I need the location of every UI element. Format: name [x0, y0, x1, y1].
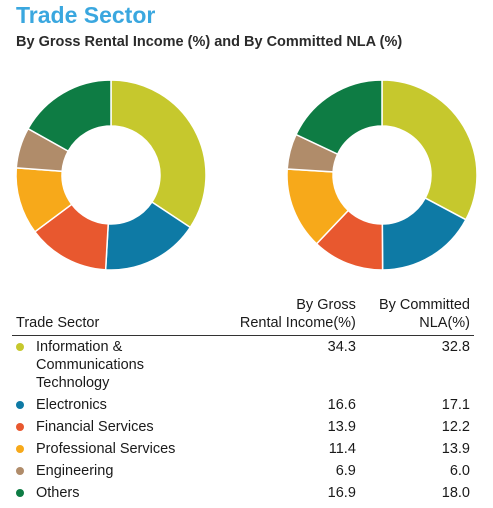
- donut-committed-nla: [286, 79, 478, 271]
- gross-rental-income-value: 16.6: [327, 397, 356, 413]
- donut-gross-rental-income: [15, 79, 207, 271]
- table-header-row: Trade Sector By Gross Rental Income(%) B…: [12, 296, 474, 336]
- gross-rental-income-value: 13.9: [327, 419, 356, 435]
- page-title: Trade Sector: [16, 2, 156, 28]
- table-row: Professional Services 11.4 13.9: [12, 438, 474, 460]
- table-row: Financial Services 13.9 12.2: [12, 416, 474, 438]
- sector-cell: Electronics: [12, 394, 217, 416]
- header-gross-line1: By Gross: [296, 297, 356, 313]
- page-subtitle: By Gross Rental Income (%) and By Commit…: [16, 34, 403, 50]
- committed-nla-value: 18.0: [441, 485, 470, 501]
- sector-name: Financial Services: [36, 419, 154, 435]
- sector-name: Others: [36, 485, 80, 501]
- donut-slice: [110, 79, 207, 229]
- sector-name: Engineering: [36, 463, 114, 479]
- sector-name: Professional Services: [36, 441, 176, 457]
- header-committed-nla: By Committed NLA(%): [360, 296, 474, 336]
- table-row: Information & Communications Technology 3…: [12, 336, 474, 395]
- gross-rental-income-value: 34.3: [327, 339, 356, 355]
- sector-cell: Information & Communications Technology: [12, 336, 217, 395]
- table-row: Others 16.9 18.0: [12, 482, 474, 504]
- donut-slice: [381, 79, 478, 221]
- sector-cell: Engineering: [12, 460, 217, 482]
- sector-name: Information & Communications Technology: [36, 339, 144, 391]
- sector-cell: Others: [12, 482, 217, 504]
- legend-dot-icon: [16, 401, 24, 409]
- header-nla-line1: By Committed: [378, 297, 470, 313]
- header-gross-line2: Rental Income(%): [239, 315, 356, 331]
- legend-dot-icon: [16, 489, 24, 497]
- gross-rental-income-value: 6.9: [335, 463, 356, 479]
- sector-name: Electronics: [36, 397, 107, 413]
- legend-dot-icon: [16, 423, 24, 431]
- committed-nla-value: 6.0: [449, 463, 470, 479]
- donut-slice: [295, 79, 383, 156]
- header-nla-line2: NLA(%): [419, 315, 470, 331]
- sector-cell: Professional Services: [12, 438, 217, 460]
- committed-nla-value: 17.1: [441, 397, 470, 413]
- gross-rental-income-value: 11.4: [328, 441, 356, 457]
- legend-dot-icon: [16, 445, 24, 453]
- table-row: Electronics 16.6 17.1: [12, 394, 474, 416]
- donut-charts: [15, 79, 478, 271]
- legend-dot-icon: [16, 467, 24, 475]
- sector-cell: Financial Services: [12, 416, 217, 438]
- legend-dot-icon: [16, 343, 24, 351]
- header-gross-rental-income: By Gross Rental Income(%): [217, 296, 360, 336]
- committed-nla-value: 12.2: [441, 419, 470, 435]
- donut-slice: [27, 79, 112, 153]
- table-row: Engineering 6.9 6.0: [12, 460, 474, 482]
- committed-nla-value: 32.8: [441, 339, 470, 355]
- committed-nla-value: 13.9: [441, 441, 470, 457]
- trade-sector-table: Trade Sector By Gross Rental Income(%) B…: [12, 296, 474, 504]
- gross-rental-income-value: 16.9: [327, 485, 356, 501]
- header-trade-sector: Trade Sector: [16, 315, 100, 331]
